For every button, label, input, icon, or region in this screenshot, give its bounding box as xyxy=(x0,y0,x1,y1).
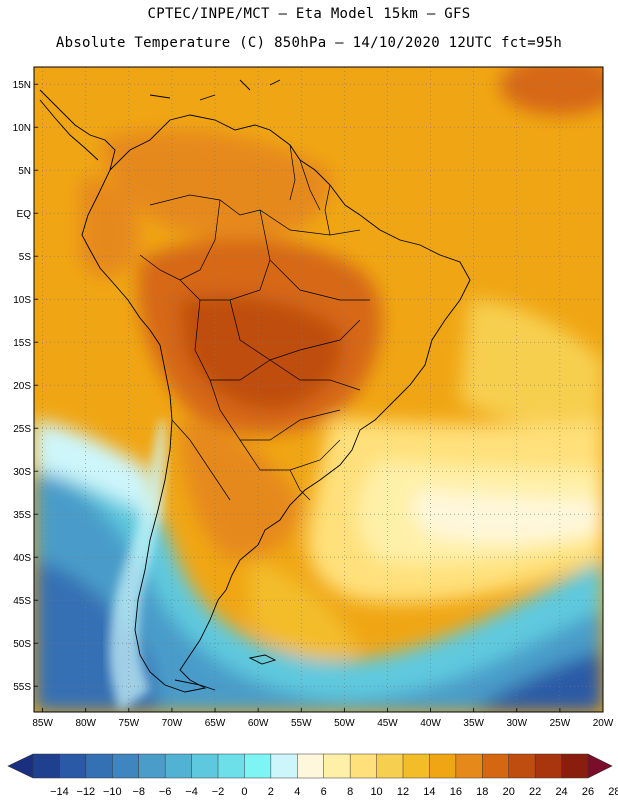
map-frame xyxy=(33,66,604,713)
lon-tick-label: 70W xyxy=(162,718,183,729)
colorbar-label: 10 xyxy=(370,786,382,798)
colorbar-swatch xyxy=(561,754,589,778)
colorbar-swatch xyxy=(323,754,351,778)
coastlines xyxy=(39,79,471,693)
colorbar-swatch xyxy=(218,754,245,778)
tierra-del-fuego xyxy=(174,679,216,691)
colorbar-swatch xyxy=(244,754,272,778)
lat-tick-label: 35S xyxy=(13,510,31,521)
colorbar-swatch xyxy=(455,754,483,778)
lat-tick-label: 30S xyxy=(13,467,31,478)
lat-tick-label: 45S xyxy=(13,596,31,607)
lat-tick-label: 25S xyxy=(13,424,31,435)
gridlines xyxy=(34,67,603,712)
lon-tick-label: 45W xyxy=(377,718,398,729)
lon-tick-label: 30W xyxy=(507,718,528,729)
lat-tick-label: 10S xyxy=(13,295,31,306)
lon-tick-label: 55W xyxy=(291,718,312,729)
colorbar-label: 16 xyxy=(450,786,462,798)
lat-tick-label: 5N xyxy=(18,166,31,177)
lon-tick-label: 25W xyxy=(550,718,571,729)
colorbar-swatch xyxy=(33,754,60,778)
colorbar-under-arrow xyxy=(8,754,33,778)
colorbar-over-arrow xyxy=(588,754,612,778)
colorbar-swatch xyxy=(482,754,510,778)
colorbar-swatch xyxy=(376,754,404,778)
central-america-coastline xyxy=(39,89,116,171)
colorbar-swatch xyxy=(350,754,378,778)
colorbar-label: 26 xyxy=(582,786,594,798)
colorbar-label: 2 xyxy=(268,786,274,798)
lon-tick-label: 35W xyxy=(463,718,484,729)
lat-tick-label: 40S xyxy=(13,553,31,564)
colorbar-swatch xyxy=(270,754,298,778)
lon-tick-label: 75W xyxy=(119,718,140,729)
colorbar-swatch xyxy=(508,754,536,778)
colorbar-label: 22 xyxy=(529,786,541,798)
lon-tick-label: 20W xyxy=(593,718,614,729)
colorbar-label: 28 xyxy=(608,786,618,798)
colorbar-swatch xyxy=(403,754,430,778)
chart-title: CPTEC/INPE/MCT – Eta Model 15km – GFS xyxy=(147,6,471,22)
colorbar-outline xyxy=(7,753,613,779)
lat-tick-label: 10N xyxy=(13,123,31,134)
colorbar-label: −14 xyxy=(50,786,69,798)
lat-tick-label: 55S xyxy=(13,682,31,693)
longitude-labels: 85W 80W 75W 70W 65W 60W 55W 50W 45W 40W 35W 30W 25W 2… xyxy=(32,708,614,729)
lon-tick-label: 85W xyxy=(32,718,53,729)
colorbar-label: 12 xyxy=(397,786,409,798)
colorbar-label: 20 xyxy=(503,786,515,798)
colorbar-label: 14 xyxy=(423,786,435,798)
lat-tick-label: EQ xyxy=(17,209,32,220)
latitude-labels: 15N 10N 5N EQ 5S 10S 15S 20S 25S 30S 35S 40S 45S 50S 5… xyxy=(13,80,38,693)
lon-tick-label: 65W xyxy=(205,718,226,729)
lat-tick-label: 5S xyxy=(19,252,32,263)
colorbar-label: −4 xyxy=(185,786,198,798)
south-america-coastline xyxy=(81,114,471,693)
central-america-pacific xyxy=(39,99,99,161)
colorbar-swatch xyxy=(535,754,563,778)
colorbar-label: 24 xyxy=(555,786,567,798)
lat-tick-label: 50S xyxy=(13,639,31,650)
lon-tick-label: 50W xyxy=(334,718,355,729)
colorbar-label: −2 xyxy=(212,786,225,798)
caribbean-islands xyxy=(149,79,281,101)
colorbar-label: 6 xyxy=(321,786,327,798)
colorbar-label: 18 xyxy=(476,786,488,798)
colorbar-swatch xyxy=(191,754,219,778)
lon-tick-label: 80W xyxy=(75,718,96,729)
chart-subtitle: Absolute Temperature (C) 850hPa – 14/10/… xyxy=(55,35,563,51)
colorbar: −14 −12 −10 −8 −6 −4 −2 0 2 4 6 8 10 12 14 16 18 20 22 24 26… xyxy=(7,753,618,798)
colorbar-label: −10 xyxy=(103,786,122,798)
colorbar-swatch xyxy=(138,754,166,778)
colorbar-label: 4 xyxy=(294,786,300,798)
colorbar-swatch xyxy=(297,754,325,778)
colorbar-label: 8 xyxy=(347,786,353,798)
lon-tick-label: 60W xyxy=(248,718,269,729)
lon-tick-label: 40W xyxy=(420,718,441,729)
colorbar-label: −12 xyxy=(77,786,96,798)
colorbar-label: −8 xyxy=(132,786,145,798)
colorbar-swatch xyxy=(85,754,113,778)
temperature-field xyxy=(34,67,603,712)
country-borders xyxy=(139,144,370,501)
falklands xyxy=(248,654,277,665)
lat-tick-label: 20S xyxy=(13,381,31,392)
colorbar-swatch xyxy=(59,754,87,778)
colorbar-swatch xyxy=(112,754,140,778)
colorbar-swatch xyxy=(165,754,193,778)
colorbar-swatch xyxy=(429,754,457,778)
lat-tick-label: 15N xyxy=(13,80,31,91)
colorbar-label: −6 xyxy=(159,786,172,798)
lat-tick-label: 15S xyxy=(13,338,31,349)
colorbar-label: 0 xyxy=(241,786,247,798)
